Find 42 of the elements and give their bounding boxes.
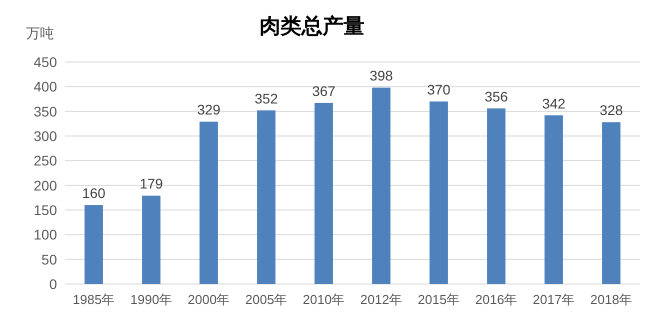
data-label: 160	[82, 185, 106, 202]
y-tick-label: 450	[34, 54, 58, 70]
x-tick-label: 2005年	[245, 292, 288, 307]
data-label: 352	[254, 90, 278, 106]
y-tick-label: 150	[34, 202, 58, 218]
x-tick-label: 1990年	[130, 292, 172, 307]
data-label: 342	[542, 95, 566, 112]
y-tick-label: 350	[34, 103, 58, 120]
x-tick-label: 2017年	[532, 292, 575, 307]
y-tick-label: 100	[34, 226, 58, 243]
data-label: 367	[312, 82, 336, 99]
bar	[84, 205, 103, 284]
data-label: 398	[370, 68, 394, 84]
bar	[544, 115, 563, 284]
bar	[372, 88, 390, 284]
y-tick-label: 400	[34, 78, 58, 95]
bar	[487, 108, 506, 284]
x-tick-label: 2016年	[475, 292, 518, 307]
x-tick-label: 2000年	[188, 292, 230, 307]
data-label: 356	[484, 88, 508, 104]
bar	[602, 122, 620, 284]
bar	[257, 110, 276, 284]
x-tick-label: 1985年	[72, 292, 115, 307]
x-tick-label: 2010年	[302, 292, 345, 307]
x-tick-label: 2018年	[590, 292, 632, 307]
chart-title: 肉类总产量	[260, 14, 364, 38]
x-tick-label: 2012年	[360, 292, 402, 307]
y-tick-label: 300	[34, 128, 58, 144]
data-label: 329	[197, 102, 221, 118]
y-tick-label: 50	[41, 251, 58, 268]
data-label: 370	[427, 81, 451, 98]
y-tick-label: 250	[34, 152, 58, 169]
bar	[430, 101, 448, 284]
y-tick-label: 200	[34, 177, 58, 194]
data-label: 328	[600, 102, 624, 118]
data-label: 179	[140, 176, 164, 192]
y-tick-label: 0	[49, 276, 58, 292]
bar	[314, 102, 333, 284]
bar	[200, 122, 218, 284]
y-axis-title: 万吨	[26, 25, 54, 41]
x-tick-label: 2015年	[418, 292, 460, 307]
bar	[142, 196, 160, 284]
